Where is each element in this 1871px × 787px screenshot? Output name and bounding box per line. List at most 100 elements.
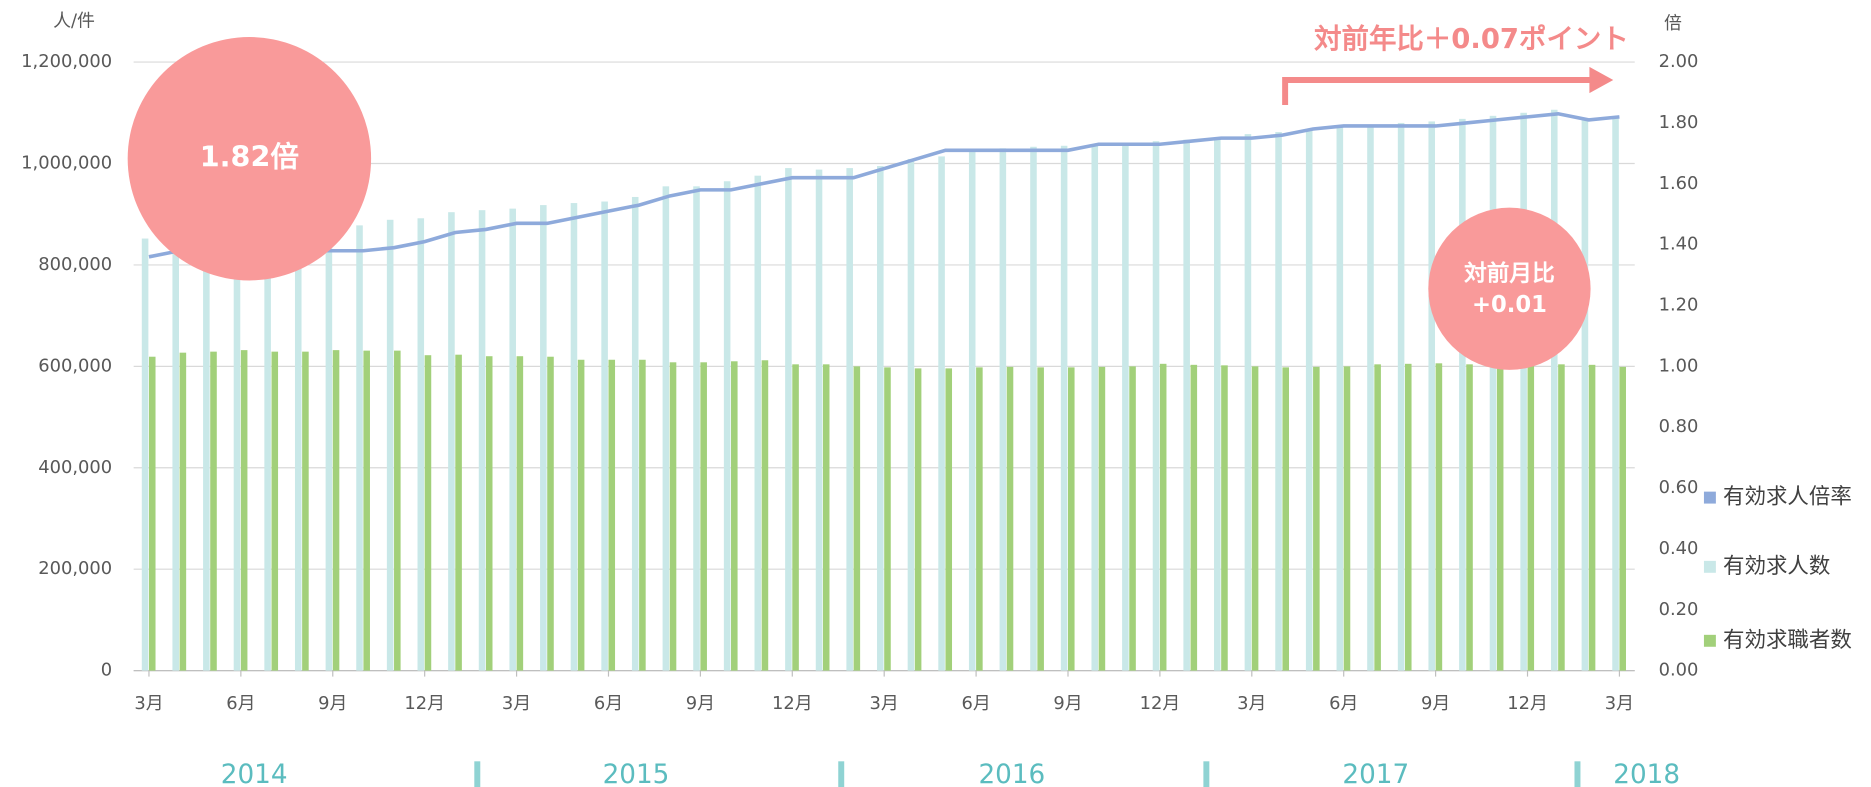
bar bbox=[1397, 122, 1405, 671]
bar bbox=[1374, 364, 1381, 671]
y2-axis-label: 倍 bbox=[1664, 13, 1682, 34]
bar bbox=[386, 219, 394, 671]
bar bbox=[662, 186, 670, 671]
x-tick-label: 3月 bbox=[1237, 693, 1266, 714]
year-label: 2016 bbox=[978, 760, 1045, 787]
bar bbox=[509, 208, 516, 671]
bar bbox=[1466, 364, 1473, 671]
year-label: 2017 bbox=[1342, 760, 1409, 787]
bar bbox=[1091, 144, 1099, 671]
bar bbox=[141, 238, 149, 671]
annotation: 対前月比 bbox=[1464, 260, 1555, 287]
bar bbox=[1527, 363, 1535, 671]
x-tick-label: 6月 bbox=[594, 693, 623, 714]
bar bbox=[1520, 112, 1527, 671]
bar bbox=[302, 351, 309, 671]
bar bbox=[945, 368, 953, 671]
year-separator bbox=[838, 761, 845, 787]
legend-swatch bbox=[1703, 560, 1716, 573]
bar bbox=[172, 242, 179, 671]
bar bbox=[754, 175, 762, 671]
bar bbox=[1282, 367, 1290, 671]
year-separator bbox=[1574, 761, 1581, 787]
bar bbox=[1367, 125, 1374, 671]
bar bbox=[669, 362, 677, 671]
bar bbox=[1336, 127, 1344, 671]
x-tick-label: 12月 bbox=[772, 693, 813, 714]
plot-area: 0 200,000 400,000 600,000 800,000 1,000,000 1,… bbox=[21, 51, 1852, 787]
bar bbox=[1060, 145, 1068, 671]
bar bbox=[1313, 366, 1320, 671]
y2-tick-label: 0.60 bbox=[1659, 477, 1699, 498]
bar bbox=[577, 359, 585, 671]
bar bbox=[1619, 366, 1626, 671]
y2-tick-label: 0.80 bbox=[1659, 416, 1699, 437]
bar bbox=[570, 203, 578, 671]
year-separator bbox=[1203, 761, 1210, 787]
x-tick-label: 3月 bbox=[134, 693, 163, 714]
legend-swatch bbox=[1703, 491, 1716, 504]
bar bbox=[1489, 115, 1497, 671]
bar bbox=[1122, 143, 1129, 671]
highlight-circle bbox=[1428, 207, 1591, 370]
bar bbox=[999, 148, 1007, 671]
y2-tick-label: 1.80 bbox=[1659, 112, 1699, 133]
bar bbox=[356, 225, 363, 671]
bar bbox=[325, 227, 333, 671]
bar bbox=[631, 196, 639, 671]
bar bbox=[1496, 363, 1504, 671]
arrow bbox=[1282, 76, 1593, 106]
bar bbox=[516, 356, 524, 671]
bar bbox=[363, 350, 370, 671]
bar bbox=[608, 359, 616, 671]
x-tick-label: 3月 bbox=[1605, 693, 1634, 714]
bar bbox=[448, 212, 455, 671]
bar bbox=[601, 201, 608, 671]
y-tick-label: 0 bbox=[101, 660, 112, 681]
bar bbox=[792, 364, 799, 671]
bar bbox=[1550, 109, 1558, 671]
bar bbox=[693, 186, 700, 671]
bar bbox=[639, 359, 646, 671]
bar bbox=[1030, 146, 1037, 671]
legend-label: 有効求人倍率 bbox=[1723, 485, 1852, 510]
bar bbox=[1558, 364, 1565, 671]
y2-tick-label: 1.20 bbox=[1659, 294, 1699, 315]
bar bbox=[1037, 367, 1044, 671]
bar bbox=[1190, 364, 1198, 671]
bar bbox=[240, 350, 248, 671]
y2-tick-label: 2.00 bbox=[1659, 51, 1699, 72]
year-label: 2018 bbox=[1613, 760, 1680, 787]
arrow-head bbox=[1589, 66, 1614, 94]
legend-label: 有効求人数 bbox=[1723, 554, 1830, 579]
annotation: +0.01 bbox=[1472, 292, 1547, 318]
bar bbox=[1129, 366, 1136, 671]
bar bbox=[907, 158, 915, 671]
bar bbox=[417, 218, 425, 671]
bar bbox=[1435, 363, 1443, 671]
bar bbox=[1428, 121, 1436, 671]
bar bbox=[485, 356, 493, 671]
bar bbox=[846, 168, 853, 671]
bar bbox=[1251, 366, 1259, 671]
annotation: 対前年比＋0.07ポイント bbox=[1314, 23, 1629, 55]
bar bbox=[1404, 363, 1412, 671]
bar bbox=[547, 356, 554, 671]
bar bbox=[1244, 134, 1252, 671]
y-tick-label: 600,000 bbox=[38, 355, 112, 376]
bar bbox=[822, 364, 830, 671]
bar bbox=[1612, 116, 1619, 671]
bar bbox=[1159, 363, 1167, 671]
y-tick-label: 200,000 bbox=[38, 558, 112, 579]
bar bbox=[148, 356, 156, 671]
bar bbox=[1343, 366, 1351, 671]
bar bbox=[478, 210, 486, 671]
y-tick-label: 800,000 bbox=[38, 254, 112, 275]
x-tick-label: 9月 bbox=[1421, 693, 1450, 714]
legend-label: 有効求職者数 bbox=[1723, 628, 1852, 653]
annotation: 1.82倍 bbox=[200, 140, 299, 174]
y2-tick-label: 1.60 bbox=[1659, 173, 1699, 194]
bar bbox=[1275, 132, 1282, 671]
bar bbox=[853, 366, 861, 671]
y2-tick-label: 0.20 bbox=[1659, 599, 1699, 620]
